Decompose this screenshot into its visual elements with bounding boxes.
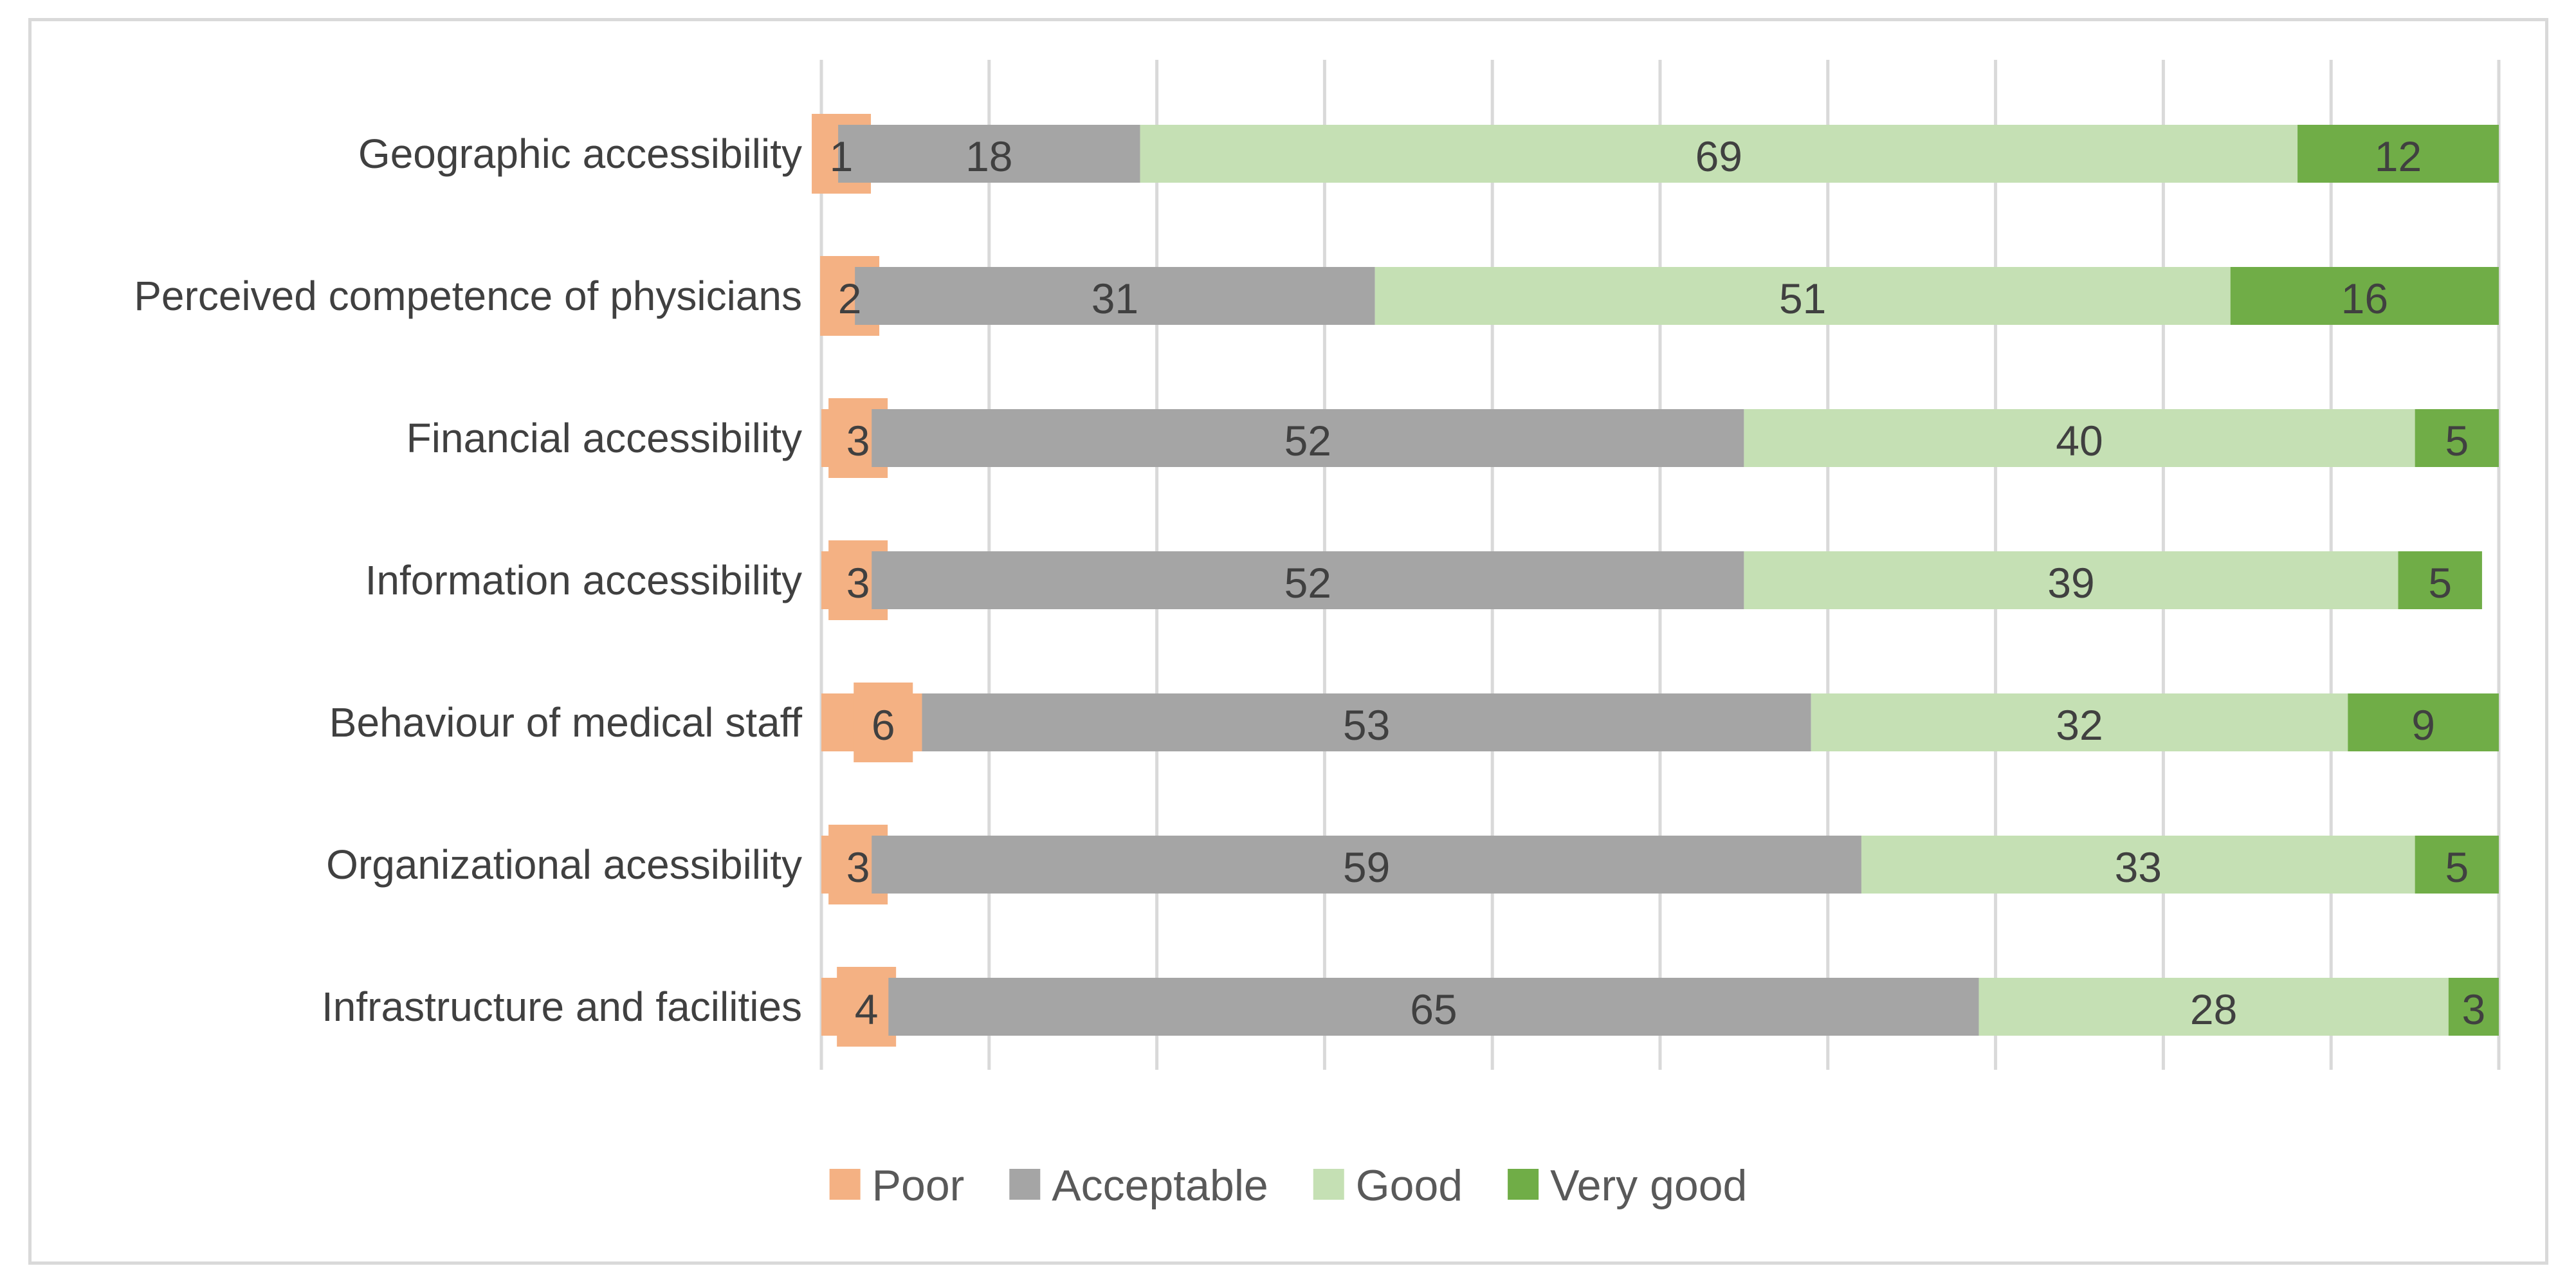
legend-label-very-good: Very good — [1550, 1161, 1747, 1210]
legend-label-acceptable: Acceptable — [1052, 1161, 1268, 1210]
category-label-behaviour-of-medical-staff: Behaviour of medical staff — [329, 699, 802, 746]
bar-acceptable-organizational-acessibility — [872, 836, 1861, 894]
bar-acceptable-geographic-accessibility — [838, 125, 1140, 183]
bar-very-good-organizational-acessibility — [2415, 836, 2499, 894]
data-label-very-good-geographic-accessibility: 12 — [2375, 133, 2422, 180]
category-label-financial-accessibility: Financial accessibility — [406, 415, 802, 461]
data-label-very-good-information-accessibility: 5 — [2428, 559, 2452, 607]
data-label-acceptable-geographic-accessibility: 18 — [965, 133, 1012, 180]
legend-swatch-poor — [829, 1169, 861, 1200]
bar-good-behaviour-of-medical-staff — [1811, 693, 2348, 751]
bar-good-geographic-accessibility — [1140, 125, 2298, 183]
legend-label-good: Good — [1356, 1161, 1463, 1210]
category-label-organizational-acessibility: Organizational acessibility — [326, 841, 802, 888]
bar-good-financial-accessibility — [1744, 409, 2415, 467]
data-label-poor-geographic-accessibility: 1 — [830, 133, 854, 180]
category-labels: Geographic accessibility 1 18 69 12Perceived… — [134, 131, 2485, 1033]
data-label-good-behaviour-of-medical-staff: 32 — [2056, 701, 2103, 749]
bars — [812, 114, 2499, 1047]
data-label-very-good-perceived-competence-of-physicians: 16 — [2341, 275, 2388, 322]
data-label-poor-infrastructure-and-facilities: 4 — [855, 986, 879, 1033]
bar-acceptable-perceived-competence-of-physicians — [855, 267, 1375, 325]
bar-good-infrastructure-and-facilities — [1978, 978, 2449, 1036]
data-label-good-organizational-acessibility: 33 — [2115, 843, 2162, 891]
legend-label-poor: Poor — [872, 1161, 965, 1210]
stacked-bar-chart: Geographic accessibility 1 18 69 12Perceived… — [134, 60, 2501, 1210]
category-label-infrastructure-and-facilities: Infrastructure and facilities — [322, 984, 802, 1030]
legend-items: Poor Acceptable Good Very good — [829, 1161, 1747, 1210]
data-label-poor-information-accessibility: 3 — [846, 559, 870, 607]
bar-very-good-geographic-accessibility — [2297, 125, 2499, 183]
category-label-geographic-accessibility: Geographic accessibility — [358, 131, 802, 177]
category-label-information-accessibility: Information accessibility — [365, 557, 802, 603]
bar-acceptable-infrastructure-and-facilities — [888, 978, 1979, 1036]
bar-very-good-financial-accessibility — [2415, 409, 2499, 467]
data-label-acceptable-perceived-competence-of-physicians: 31 — [1092, 275, 1138, 322]
data-label-very-good-organizational-acessibility: 5 — [2445, 843, 2469, 891]
legend-swatch-acceptable — [1009, 1169, 1041, 1200]
data-label-good-financial-accessibility: 40 — [2056, 417, 2103, 464]
data-label-poor-behaviour-of-medical-staff: 6 — [872, 701, 895, 749]
data-label-poor-perceived-competence-of-physicians: 2 — [838, 275, 862, 322]
bar-acceptable-behaviour-of-medical-staff — [922, 693, 1811, 751]
legend-swatch-good — [1313, 1169, 1344, 1200]
data-label-poor-financial-accessibility: 3 — [846, 417, 870, 464]
data-label-good-information-accessibility: 39 — [2047, 559, 2094, 607]
bar-good-perceived-competence-of-physicians — [1375, 267, 2231, 325]
bar-good-information-accessibility — [1744, 551, 2398, 609]
bar-good-organizational-acessibility — [1861, 836, 2415, 894]
data-label-very-good-financial-accessibility: 5 — [2445, 417, 2469, 464]
bar-very-good-behaviour-of-medical-staff — [2348, 693, 2499, 751]
data-label-poor-organizational-acessibility: 3 — [846, 843, 870, 891]
bar-acceptable-financial-accessibility — [872, 409, 1744, 467]
poor-label-box-infrastructure-and-facilities — [837, 967, 897, 1047]
bar-acceptable-information-accessibility — [872, 551, 1744, 609]
data-label-good-geographic-accessibility: 69 — [1695, 133, 1742, 180]
data-label-very-good-behaviour-of-medical-staff: 9 — [2411, 701, 2435, 749]
data-label-good-perceived-competence-of-physicians: 51 — [1779, 275, 1826, 322]
poor-label-box-behaviour-of-medical-staff — [854, 683, 913, 762]
data-label-very-good-infrastructure-and-facilities: 3 — [2462, 986, 2486, 1033]
data-label-acceptable-infrastructure-and-facilities: 65 — [1410, 986, 1457, 1033]
data-label-good-infrastructure-and-facilities: 28 — [2190, 986, 2237, 1033]
data-label-acceptable-behaviour-of-medical-staff: 53 — [1343, 701, 1390, 749]
data-label-acceptable-financial-accessibility: 52 — [1284, 417, 1331, 464]
bar-very-good-perceived-competence-of-physicians — [2230, 267, 2499, 325]
legend-swatch-very-good — [1508, 1169, 1539, 1200]
legend: Poor Acceptable Good Very good — [829, 1161, 1747, 1210]
category-label-perceived-competence-of-physicians: Perceived competence of physicians — [134, 273, 802, 319]
data-label-acceptable-information-accessibility: 52 — [1284, 559, 1331, 607]
chart-frame: Geographic accessibility 1 18 69 12 Perceived… — [28, 18, 2548, 1265]
data-label-acceptable-organizational-acessibility: 59 — [1343, 843, 1390, 891]
bar-very-good-infrastructure-and-facilities — [2448, 978, 2499, 1036]
bar-very-good-information-accessibility — [2398, 551, 2482, 609]
